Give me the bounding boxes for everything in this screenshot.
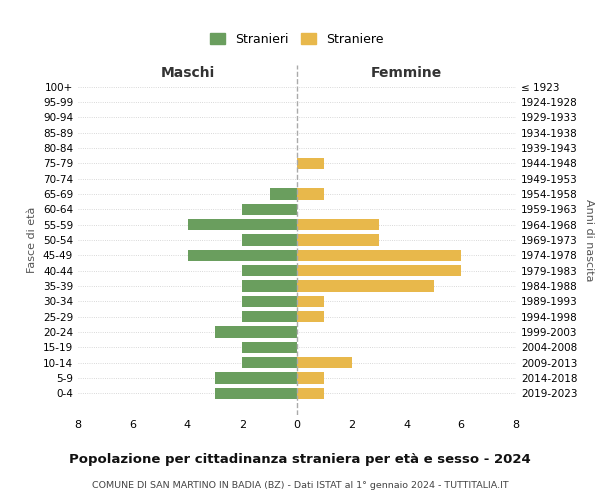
Text: Popolazione per cittadinanza straniera per età e sesso - 2024: Popolazione per cittadinanza straniera p…	[69, 452, 531, 466]
Bar	[215, 372, 297, 384]
Bar	[187, 219, 297, 230]
Bar	[297, 372, 325, 384]
Text: Femmine: Femmine	[371, 66, 442, 80]
Y-axis label: Anni di nascita: Anni di nascita	[584, 198, 594, 281]
Bar	[187, 250, 297, 261]
Text: Maschi: Maschi	[160, 66, 215, 80]
Bar	[242, 296, 297, 307]
Bar	[297, 158, 325, 169]
Bar	[297, 357, 352, 368]
Bar	[242, 357, 297, 368]
Bar	[242, 311, 297, 322]
Bar	[242, 265, 297, 276]
Legend: Stranieri, Straniere: Stranieri, Straniere	[206, 29, 388, 50]
Text: COMUNE DI SAN MARTINO IN BADIA (BZ) - Dati ISTAT al 1° gennaio 2024 - TUTTITALIA: COMUNE DI SAN MARTINO IN BADIA (BZ) - Da…	[92, 481, 508, 490]
Bar	[297, 219, 379, 230]
Bar	[297, 296, 325, 307]
Bar	[269, 188, 297, 200]
Bar	[242, 204, 297, 215]
Bar	[297, 188, 325, 200]
Bar	[242, 280, 297, 292]
Bar	[242, 342, 297, 353]
Bar	[242, 234, 297, 246]
Bar	[297, 280, 434, 292]
Bar	[215, 326, 297, 338]
Bar	[297, 388, 325, 399]
Y-axis label: Fasce di età: Fasce di età	[28, 207, 37, 273]
Bar	[215, 388, 297, 399]
Bar	[297, 250, 461, 261]
Bar	[297, 234, 379, 246]
Bar	[297, 265, 461, 276]
Bar	[297, 311, 325, 322]
